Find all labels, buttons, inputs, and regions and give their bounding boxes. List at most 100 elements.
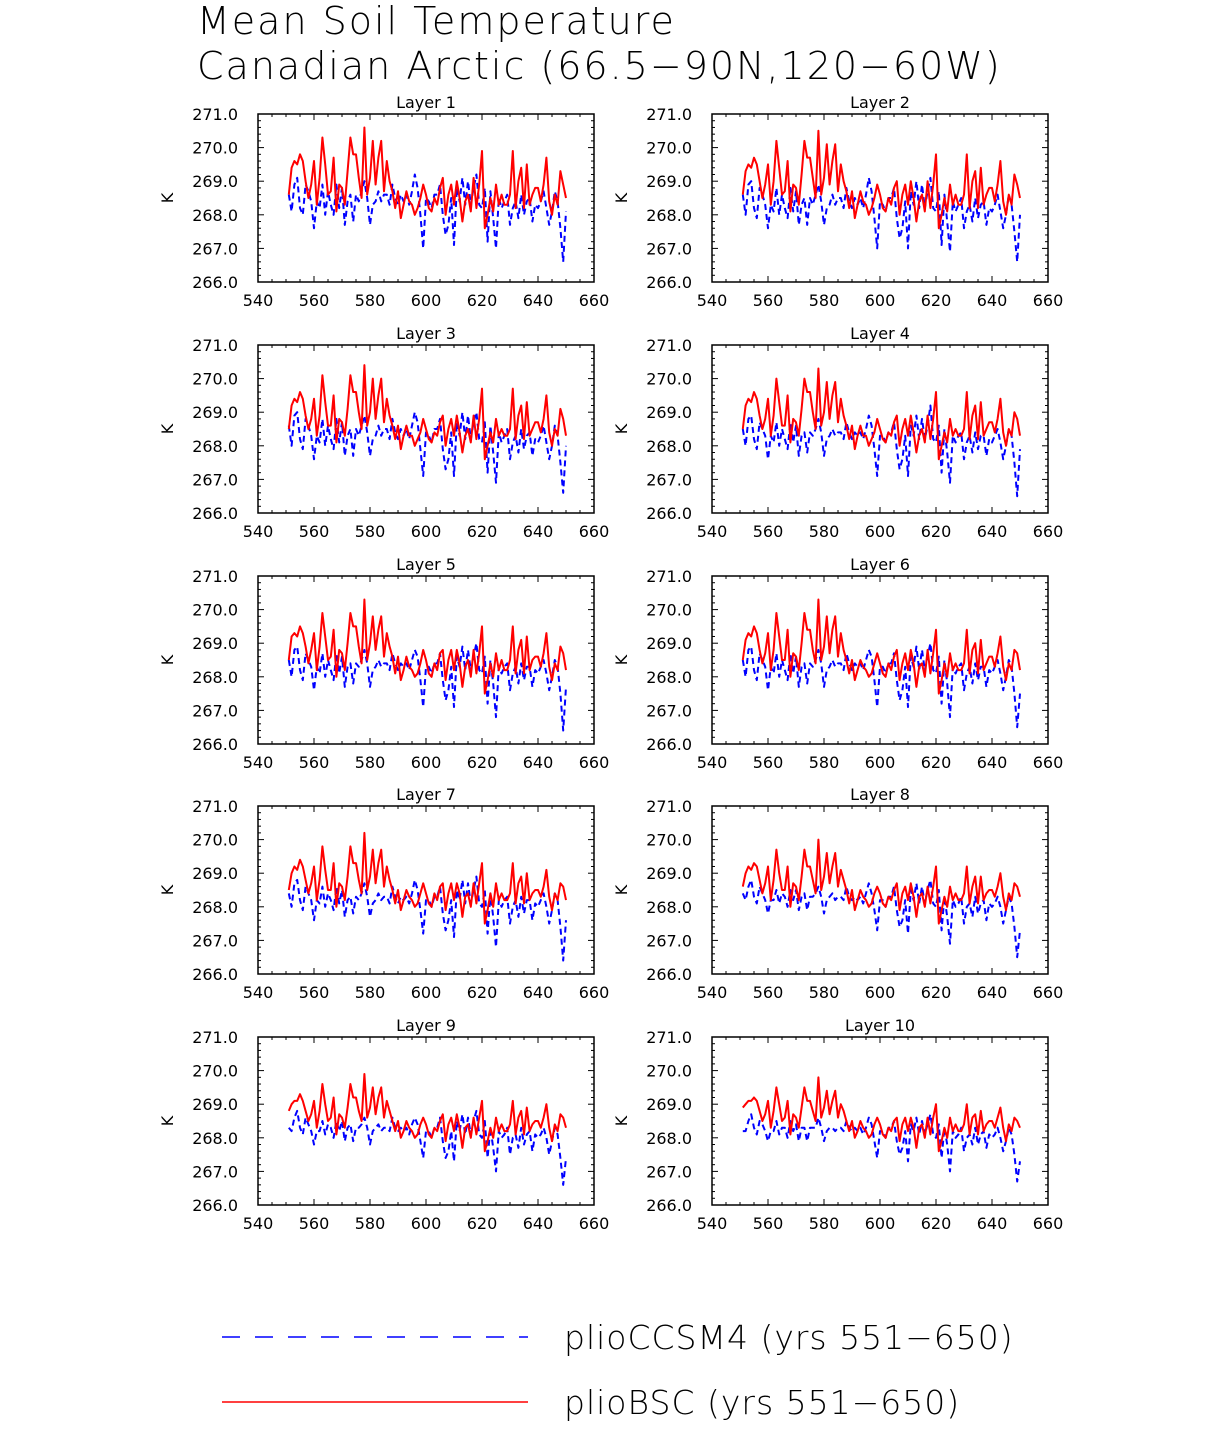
x-tick-label: 640 — [977, 522, 1008, 541]
x-tick-label: 540 — [243, 1214, 274, 1233]
y-tick-label: 271.0 — [646, 336, 692, 355]
panel-title: Layer 6 — [850, 555, 910, 574]
x-tick-label: 540 — [697, 1214, 728, 1233]
y-tick-label: 269.0 — [646, 403, 692, 422]
x-tick-label: 600 — [411, 522, 442, 541]
y-tick-label: 271.0 — [646, 567, 692, 586]
panel-title: Layer 8 — [850, 785, 910, 804]
y-axis-label: K — [158, 1115, 177, 1126]
panel-layer-2: Layer 2 540 560 580 600 620 640 660 266.0 267.0 26… — [612, 93, 1063, 310]
x-tick-label: 600 — [865, 522, 896, 541]
x-tick-label: 620 — [921, 1214, 952, 1233]
y-tick-label: 268.0 — [192, 1129, 238, 1148]
y-tick-label: 266.0 — [192, 504, 238, 523]
x-tick-label: 560 — [753, 753, 784, 772]
y-tick-label: 266.0 — [192, 965, 238, 984]
series-line-pliocCSM4 — [288, 1109, 567, 1186]
legend-label-pliocCSM4: plioCCSM4 (yrs 551−650) — [564, 1318, 1014, 1357]
y-tick-label: 269.0 — [192, 172, 238, 191]
y-tick-label: 269.0 — [192, 634, 238, 653]
x-tick-label: 580 — [809, 291, 840, 310]
x-tick-label: 640 — [977, 1214, 1008, 1233]
x-tick-label: 640 — [523, 753, 554, 772]
x-tick-label: 660 — [579, 522, 610, 541]
x-tick-label: 580 — [355, 983, 386, 1002]
x-tick-label: 620 — [467, 983, 498, 1002]
y-tick-label: 267.0 — [646, 701, 692, 720]
y-tick-label: 268.0 — [192, 437, 238, 456]
panel-title: Layer 4 — [850, 324, 910, 343]
panel-layer-7: Layer 7 540 560 580 600 620 640 660 266.0 267.0 26… — [158, 785, 609, 1002]
x-tick-label: 540 — [243, 753, 274, 772]
y-tick-label: 271.0 — [192, 1028, 238, 1047]
x-tick-label: 600 — [411, 983, 442, 1002]
series-line-pliobsc — [741, 838, 1021, 925]
series-line-pliocCSM4 — [741, 404, 1021, 498]
y-tick-label: 271.0 — [646, 105, 692, 124]
y-tick-label: 266.0 — [646, 1196, 692, 1215]
y-tick-label: 270.0 — [646, 601, 692, 620]
y-axis-label: K — [612, 884, 631, 895]
x-tick-label: 620 — [467, 522, 498, 541]
x-tick-label: 540 — [697, 983, 728, 1002]
y-axis-label: K — [158, 884, 177, 895]
figure-title-line-1: Mean Soil Temperature — [197, 0, 676, 43]
panel-layer-4: Layer 4 540 560 580 600 620 640 660 266.0 267.0 26… — [612, 324, 1063, 541]
y-tick-label: 266.0 — [192, 1196, 238, 1215]
y-tick-label: 268.0 — [646, 898, 692, 917]
panel-layer-1: Layer 1 540 560 580 600 620 640 660 266.0 267.0 26… — [158, 93, 609, 310]
x-tick-label: 660 — [579, 753, 610, 772]
x-tick-label: 660 — [1033, 522, 1064, 541]
y-tick-label: 271.0 — [646, 1028, 692, 1047]
x-tick-label: 640 — [977, 753, 1008, 772]
x-tick-label: 540 — [243, 291, 274, 310]
y-tick-label: 270.0 — [646, 370, 692, 389]
series-line-pliobsc — [287, 598, 567, 695]
legend: plioCCSM4 (yrs 551−650) plioBSC (yrs 551… — [222, 1318, 1014, 1422]
series-line-pliobsc — [742, 1076, 1021, 1153]
y-tick-label: 271.0 — [192, 567, 238, 586]
panel-layer-10: Layer 10 540 560 580 600 620 640 660 266.0 267.0 2… — [612, 1016, 1063, 1233]
x-tick-label: 600 — [411, 1214, 442, 1233]
x-tick-label: 580 — [809, 983, 840, 1002]
panel-layer-5: Layer 5 540 560 580 600 620 640 660 266.0 267.0 26… — [158, 555, 609, 772]
y-tick-label: 266.0 — [192, 735, 238, 754]
panel-layer-3: Layer 3 540 560 580 600 620 640 660 266.0 267.0 26… — [158, 324, 609, 541]
x-tick-label: 560 — [299, 983, 330, 1002]
series-line-pliobsc — [287, 126, 567, 230]
y-tick-label: 268.0 — [646, 437, 692, 456]
x-tick-label: 600 — [411, 291, 442, 310]
x-tick-label: 580 — [355, 291, 386, 310]
x-tick-label: 600 — [865, 983, 896, 1002]
x-tick-label: 580 — [809, 522, 840, 541]
panel-layer-6: Layer 6 540 560 580 600 620 640 660 266.0 267.0 26… — [612, 555, 1063, 772]
x-tick-label: 660 — [1033, 753, 1064, 772]
y-tick-label: 267.0 — [646, 1162, 692, 1181]
y-tick-label: 270.0 — [192, 1062, 238, 1081]
y-tick-label: 268.0 — [192, 206, 238, 225]
panel-title: Layer 9 — [396, 1016, 456, 1035]
x-tick-label: 620 — [921, 983, 952, 1002]
x-tick-label: 660 — [1033, 291, 1064, 310]
x-tick-label: 640 — [523, 1214, 554, 1233]
panel-title: Layer 10 — [845, 1016, 915, 1035]
panel-layer-8: Layer 8 540 560 580 600 620 640 660 266.0 267.0 26… — [612, 785, 1063, 1002]
y-tick-label: 268.0 — [192, 898, 238, 917]
x-tick-label: 560 — [299, 522, 330, 541]
y-tick-label: 268.0 — [646, 206, 692, 225]
y-tick-label: 266.0 — [646, 273, 692, 292]
y-axis-label: K — [158, 192, 177, 203]
y-tick-label: 267.0 — [646, 470, 692, 489]
y-tick-label: 269.0 — [646, 634, 692, 653]
x-tick-label: 620 — [921, 522, 952, 541]
x-tick-label: 660 — [1033, 1214, 1064, 1233]
x-tick-label: 580 — [809, 1214, 840, 1233]
x-tick-label: 640 — [523, 291, 554, 310]
x-tick-label: 660 — [579, 1214, 610, 1233]
y-tick-label: 269.0 — [192, 403, 238, 422]
y-tick-label: 269.0 — [646, 864, 692, 883]
series-line-pliocCSM4 — [287, 875, 567, 962]
x-tick-label: 540 — [697, 522, 728, 541]
x-tick-label: 540 — [697, 753, 728, 772]
y-tick-label: 268.0 — [646, 668, 692, 687]
